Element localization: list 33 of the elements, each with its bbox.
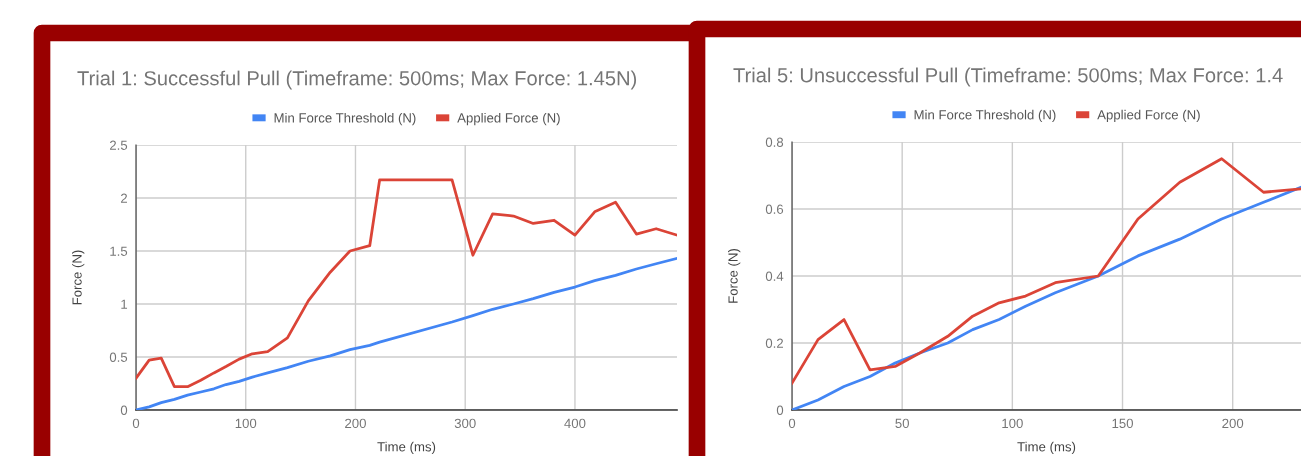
x-tick-label: 200 — [1222, 418, 1244, 429]
y-axis-title: Force (N) — [728, 248, 741, 303]
x-axis-title: Time (ms) — [1017, 441, 1076, 455]
y-tick-label: 0.2 — [765, 338, 784, 348]
y-tick-label: 0.5 — [109, 352, 128, 362]
y-tick-label: 2.5 — [109, 140, 128, 150]
x-tick-label: 100 — [235, 418, 257, 429]
x-tick-label: 200 — [345, 418, 366, 429]
x-tick-label: 400 — [564, 418, 586, 429]
x-tick-label: 150 — [1112, 418, 1134, 429]
x-axis-title: Time (ms) — [377, 441, 436, 455]
y-tick-label: 0 — [776, 405, 784, 415]
chart-title: Trial 1: Successful Pull (Timeframe: 500ms; Max Force: 1.45N) — [77, 70, 637, 90]
x-tick-label: 0 — [132, 418, 140, 429]
legend-label: Min Force Threshold (N) — [914, 109, 1056, 123]
y-axis-title: Force (N) — [72, 250, 85, 305]
line-series — [136, 178, 677, 389]
y-tick-label: 1.5 — [110, 246, 128, 256]
chart-title: Trial 5: Unsuccessful Pull (Timeframe: 500ms; Max Force: 1.4 — [733, 67, 1283, 87]
line-series — [792, 157, 1301, 385]
legend-label: Applied Force (N) — [457, 112, 560, 126]
y-tick-label: 1 — [121, 299, 128, 309]
y-tick-label: 0.6 — [765, 204, 784, 214]
x-tick-label: 300 — [454, 418, 476, 429]
legend-label: Applied Force (N) — [1097, 109, 1200, 123]
x-tick-label: 50 — [895, 418, 909, 429]
legend-label: Min Force Threshold (N) — [274, 112, 416, 126]
y-tick-label: 0 — [120, 405, 128, 415]
x-tick-label: 100 — [1002, 418, 1023, 429]
y-tick-label: 0.8 — [765, 137, 784, 147]
x-tick-label: 0 — [788, 418, 796, 429]
y-tick-label: 2 — [120, 193, 127, 203]
y-tick-label: 0.4 — [765, 271, 784, 281]
